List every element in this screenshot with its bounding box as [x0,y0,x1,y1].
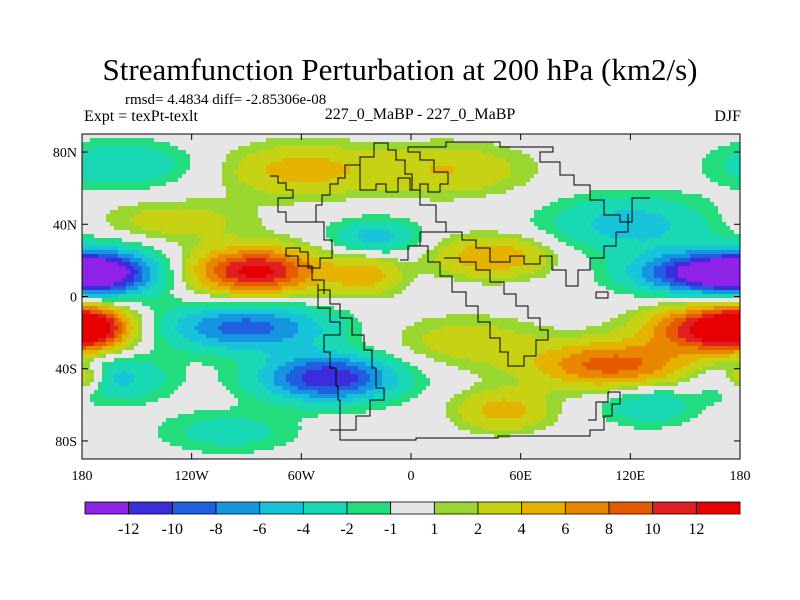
colorbar-swatch [302,501,348,515]
x-tick-label: 60E [509,469,532,484]
contour-field [82,134,740,459]
coastline-central-america [285,221,333,294]
x-tick-label: 180 [72,469,93,484]
coastline-europe [359,165,447,261]
case-label: 227_0_MaBP - 227_0_MaBP [324,106,516,123]
colorbar-swatch [433,501,479,515]
colorbar-label: 12 [688,521,704,538]
y-tick-label: 80S [55,435,77,450]
coastline-north-america [270,141,650,223]
colorbar-label: 10 [645,521,661,538]
colorbar-label: -1 [384,521,397,538]
x-tick-label: 120E [616,469,646,484]
colorbar-swatch [477,501,523,515]
colorbar-label: 2 [474,521,482,538]
rmsd-label: rmsd= 4.4834 diff= -2.85306e-08 [125,92,327,108]
colorbar-label: -4 [297,521,310,538]
colorbar-label: 4 [518,521,526,538]
colorbar-swatch [608,501,654,515]
y-tick-label: 40S [55,363,77,378]
colorbar-swatch [695,501,741,515]
colorbar-label: -10 [162,521,183,538]
x-tick-label: 60W [288,469,316,484]
colorbar-swatch [215,501,261,515]
colorbar-swatch [390,501,435,515]
coastline-antarctica [330,391,621,441]
colorbar-swatch [128,501,173,515]
experiment-label: Expt = texPt-texlt [84,108,198,125]
colorbar-swatch [84,501,130,515]
colorbar-label: -6 [253,521,266,538]
coastline-africa [420,245,549,367]
colorbar-label: -2 [340,521,353,538]
colorbar-swatch [346,501,392,515]
axes: 180 120W 60W 0 60E 120E 180 80N 40N 0 40S 80S [53,134,751,484]
colorbar-swatch [652,501,697,515]
y-tick-label: 0 [70,291,77,306]
colorbar-label: 6 [561,521,569,538]
x-tick-label: 120W [175,469,210,484]
coastline-southeast-asia [595,291,609,299]
x-tick-label: 180 [730,469,751,484]
x-tick-label: 0 [408,469,415,484]
chart-title: Streamfunction Perturbation at 200 hPa (… [102,52,698,87]
season-label: DJF [714,108,741,125]
coastline-asia [446,214,629,287]
colorbar-label: -12 [118,521,139,538]
colorbar-label: 8 [605,521,613,538]
colorbar-label: 1 [430,521,438,538]
colorbar-swatch [259,501,304,515]
colorbar: -12 -10 -8 -6 -4 -2 -1 1 2 4 6 8 10 12 [84,501,741,538]
y-tick-label: 80N [53,146,77,161]
colorbar-swatch [171,501,217,515]
colorbar-label: -8 [209,521,222,538]
colorbar-swatch [564,501,610,515]
coastline [270,141,650,441]
y-tick-label: 40N [53,218,77,233]
colorbar-swatch [521,501,566,515]
coastline-south-america [317,284,385,431]
